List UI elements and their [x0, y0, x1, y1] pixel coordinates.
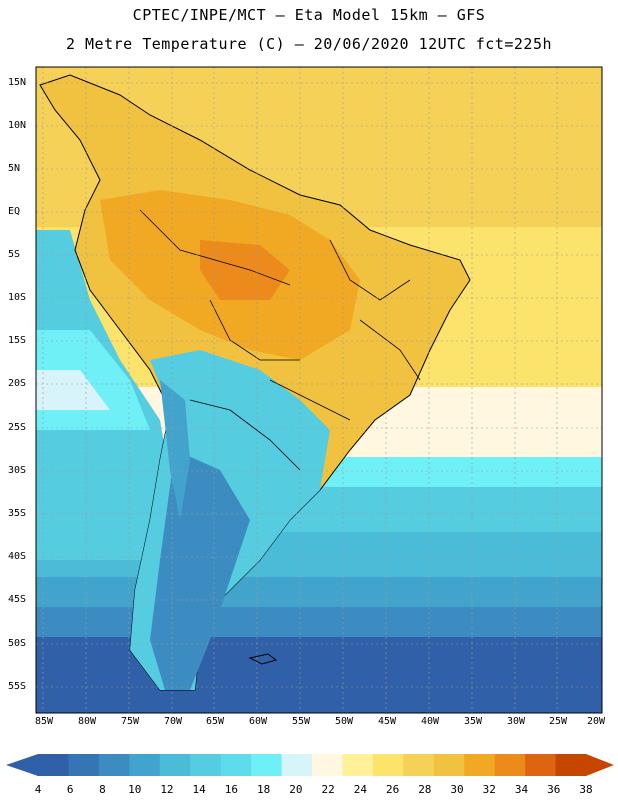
colorbar-cell [38, 754, 69, 776]
lon-label: 75W [120, 716, 140, 727]
colorbar-cell [555, 754, 587, 776]
lon-label: 70W [163, 716, 183, 727]
lat-label: 10S [8, 292, 27, 303]
lon-label: 40W [420, 716, 440, 727]
lon-label: 65W [205, 716, 225, 727]
lon-label: 25W [548, 716, 568, 727]
lon-label: 20W [586, 716, 606, 727]
andes-cold [160, 380, 190, 520]
colorbar-cell [372, 754, 404, 776]
lat-label: 5S [8, 249, 21, 260]
lat-label: 50S [8, 638, 27, 649]
lat-label: EQ [8, 206, 21, 217]
colorbar-tick-label: 22 [321, 783, 335, 796]
lon-label: 30W [506, 716, 526, 727]
colorbar-tick-label: 38 [579, 783, 593, 796]
colorbar-tick-label: 4 [34, 783, 42, 796]
lat-label: 55S [8, 681, 27, 692]
lat-label: 10N [8, 120, 27, 131]
chart-subtitle: 2 Metre Temperature (C) – 20/06/2020 12U… [65, 35, 553, 53]
lon-label: 55W [291, 716, 311, 727]
lat-label: 20S [8, 378, 27, 389]
colorbar-tick-label: 28 [418, 783, 432, 796]
lat-label: 25S [8, 422, 27, 433]
map-border [35, 66, 603, 714]
lon-label: 35W [463, 716, 483, 727]
colorbar-tick-label: 10 [128, 783, 142, 796]
ocean-band-8 [36, 607, 602, 637]
colorbar-cell [312, 754, 343, 776]
lon-label: 80W [77, 716, 97, 727]
colorbar-tick-label: 20 [289, 783, 303, 796]
colorbar-cell [251, 754, 283, 776]
colorbar-tick-label: 36 [547, 783, 561, 796]
colorbar-right-arrow [586, 754, 614, 776]
colorbar-cell [220, 754, 252, 776]
lat-label: 15N [8, 77, 27, 88]
chart-title: CPTEC/INPE/MCT – Eta Model 15km – GFS [132, 6, 486, 24]
colorbar-tick-label: 32 [482, 783, 496, 796]
colorbar-cell [190, 754, 222, 776]
colorbar-cell [494, 754, 526, 776]
lat-label: 45S [8, 594, 27, 605]
lat-label: 40S [8, 551, 27, 562]
colorbar-tick-label: 26 [385, 783, 400, 796]
lon-label: 60W [248, 716, 268, 727]
colorbar-cell [403, 754, 435, 776]
lon-label: 85W [34, 716, 54, 727]
colorbar-cell [68, 754, 100, 776]
colorbar-tick-label: 14 [192, 783, 206, 796]
falkland-islands [248, 653, 278, 665]
colorbar-cell [342, 754, 374, 776]
colorbar-cell [464, 754, 496, 776]
colorbar-cell [98, 754, 130, 776]
country-borders [139, 209, 421, 471]
colorbar-tick-label: 8 [99, 783, 106, 796]
colorbar-left-arrow [6, 754, 38, 776]
colorbar-cell [433, 754, 465, 776]
lat-label: 15S [8, 335, 27, 346]
colorbar-cell [129, 754, 161, 776]
lat-label: 35S [8, 508, 27, 519]
colorbar-cell [159, 754, 191, 776]
lat-label: 5N [8, 163, 21, 174]
colorbar-tick-label: 16 [224, 783, 239, 796]
lon-label: 50W [334, 716, 354, 727]
colorbar-tick-label: 18 [257, 783, 271, 796]
patagonia-cold [150, 450, 250, 690]
graticule [36, 67, 602, 713]
colorbar-tick-label: 24 [353, 783, 367, 796]
colorbar-cell [525, 754, 557, 776]
colorbar-tick-label: 30 [450, 783, 464, 796]
colorbar-tick-label: 34 [514, 783, 529, 796]
lat-label: 30S [8, 465, 27, 476]
colorbar-tick-label: 6 [66, 783, 74, 796]
colorbar-cells [6, 754, 614, 776]
colorbar-tick-label: 12 [160, 783, 174, 796]
colorbar-cell [281, 754, 313, 776]
lon-label: 45W [377, 716, 397, 727]
ocean-band-10 [36, 577, 602, 607]
pacific-pale-zone [36, 370, 110, 410]
